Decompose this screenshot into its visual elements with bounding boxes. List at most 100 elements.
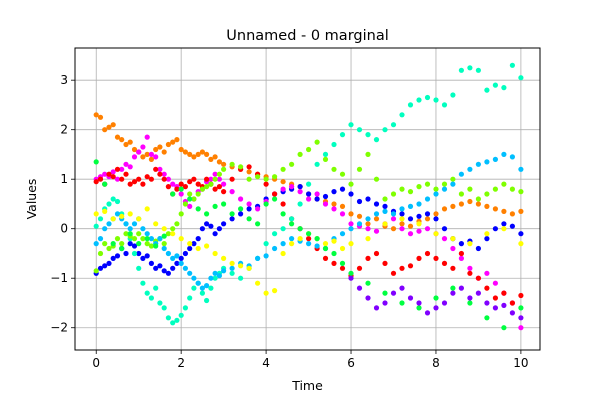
data-point: [102, 263, 108, 269]
data-point: [484, 159, 490, 165]
x-tick-label: 6: [347, 356, 355, 370]
data-point: [165, 141, 171, 148]
data-point: [348, 226, 354, 232]
data-point: [501, 325, 507, 331]
data-point: [178, 255, 184, 261]
data-point: [475, 161, 481, 167]
data-point: [191, 275, 197, 281]
data-point: [424, 250, 431, 257]
data-point: [339, 203, 346, 209]
data-point: [441, 226, 448, 232]
data-point: [424, 94, 431, 101]
data-point: [373, 201, 380, 207]
y-tick-label: 0: [60, 222, 68, 236]
data-point: [475, 67, 481, 73]
data-point: [136, 241, 142, 247]
data-point: [518, 231, 524, 237]
data-point: [191, 196, 197, 202]
data-point: [356, 213, 363, 219]
data-point: [153, 146, 159, 153]
data-point: [382, 221, 388, 227]
data-point: [212, 231, 218, 237]
data-point: [204, 211, 210, 217]
data-point: [458, 241, 464, 247]
data-point: [433, 295, 439, 301]
data-point: [119, 166, 125, 172]
data-point: [93, 179, 99, 185]
data-point: [331, 206, 337, 212]
data-point: [306, 181, 312, 187]
data-point: [170, 139, 176, 145]
data-point: [174, 260, 180, 266]
data-point: [492, 280, 498, 286]
data-point: [450, 245, 456, 252]
data-point: [174, 253, 180, 259]
data-point: [509, 223, 515, 229]
data-point: [458, 171, 464, 177]
data-point: [399, 206, 405, 212]
data-point: [322, 201, 329, 207]
data-point: [212, 203, 218, 209]
data-point: [484, 315, 490, 321]
x-axis-label: Time: [291, 378, 323, 393]
data-point: [157, 236, 163, 242]
data-point: [144, 290, 150, 296]
data-point: [492, 305, 498, 311]
data-point: [407, 223, 414, 229]
data-point: [399, 211, 405, 217]
data-point: [416, 255, 422, 261]
data-point: [467, 186, 473, 192]
data-point: [127, 181, 133, 187]
data-point: [106, 201, 112, 207]
data-point: [339, 186, 346, 192]
data-point: [144, 151, 150, 157]
data-point: [136, 216, 142, 222]
data-point: [221, 201, 227, 207]
data-point: [93, 268, 99, 274]
data-point: [518, 315, 524, 321]
data-point: [204, 151, 210, 157]
x-tick-label: 0: [92, 356, 100, 370]
data-point: [356, 265, 363, 271]
data-point: [204, 243, 210, 249]
data-point: [204, 283, 210, 289]
data-point: [484, 231, 490, 237]
data-point: [280, 250, 286, 257]
data-point: [399, 285, 405, 291]
data-point: [195, 245, 201, 252]
data-point: [297, 189, 303, 195]
x-tick-label: 8: [432, 356, 440, 370]
data-point: [509, 186, 515, 192]
data-point: [484, 300, 490, 306]
data-point: [131, 179, 138, 185]
data-point: [272, 196, 278, 202]
data-point: [187, 241, 193, 247]
data-point: [153, 154, 159, 160]
data-point: [467, 198, 473, 205]
data-point: [148, 295, 154, 301]
data-point: [114, 176, 121, 182]
data-point: [131, 243, 138, 249]
data-point: [102, 181, 108, 187]
series-7: [93, 206, 524, 296]
data-point: [348, 181, 354, 187]
data-point: [187, 203, 193, 209]
data-point: [178, 186, 184, 192]
data-point: [157, 263, 163, 269]
data-point: [348, 211, 354, 217]
data-point: [306, 146, 312, 153]
data-point: [212, 176, 218, 182]
data-point: [148, 260, 154, 266]
data-point: [424, 310, 431, 316]
data-point: [140, 144, 146, 150]
data-point: [131, 154, 138, 160]
data-point: [501, 221, 507, 227]
data-point: [416, 228, 422, 234]
data-point: [424, 196, 431, 202]
data-point: [280, 179, 286, 185]
data-point: [322, 193, 329, 200]
data-point: [102, 241, 108, 247]
data-point: [187, 295, 193, 301]
data-point: [174, 221, 180, 227]
